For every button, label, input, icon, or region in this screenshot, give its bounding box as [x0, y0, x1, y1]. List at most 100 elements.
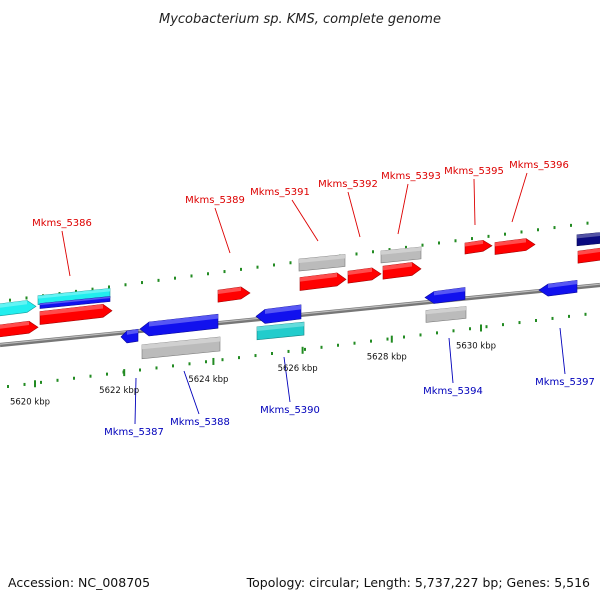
guide-dot [287, 349, 290, 353]
reverse-leader-line [283, 356, 291, 403]
gene-label-mkms-5392[interactable]: Mkms_5392 [318, 179, 378, 190]
gene-label-mkms-5389[interactable]: Mkms_5389 [185, 195, 245, 206]
gene-feature [0, 300, 37, 317]
forward-leader-line [61, 230, 71, 277]
gene-label-mkms-5395[interactable]: Mkms_5395 [444, 166, 504, 177]
scale-label: 5624 kbp [188, 375, 228, 385]
guide-dot [73, 376, 75, 380]
lower-guide-dots [7, 312, 587, 388]
gene-feature [256, 321, 305, 341]
gene-features [0, 232, 600, 360]
guide-dot [405, 245, 407, 249]
feature-highlight [38, 288, 110, 299]
guide-dot [518, 321, 521, 325]
guide-dot [108, 285, 110, 289]
guide-dot [56, 378, 59, 382]
feature-highlight [383, 262, 412, 271]
guide-dot [141, 281, 143, 285]
guide-dot [502, 323, 504, 327]
feature-highlight [257, 322, 304, 331]
guide-dot [353, 341, 356, 345]
guide-dot [238, 356, 240, 360]
guide-dot [254, 354, 257, 358]
feature-highlight [40, 304, 103, 316]
forward-leader-line [511, 172, 528, 223]
gene-feature [380, 246, 422, 264]
gene-feature [39, 296, 111, 309]
guide-dot [386, 337, 389, 341]
feature-highlight [0, 321, 29, 329]
forward-leader-line [397, 183, 409, 235]
guide-dot [157, 278, 160, 282]
scale-label: 5626 kbp [278, 364, 318, 374]
gene-feature [347, 267, 382, 284]
guide-dot [553, 226, 556, 230]
gene-label-mkms-5386[interactable]: Mkms_5386 [32, 218, 92, 229]
guide-dot [551, 316, 554, 320]
guide-dot [535, 319, 537, 322]
guide-dot [436, 331, 438, 335]
guide-dot [388, 248, 391, 252]
forward-leader-line [291, 199, 319, 242]
feature-highlight [126, 329, 138, 335]
guide-dot [403, 335, 405, 339]
gene-label-mkms-5394[interactable]: Mkms_5394 [423, 386, 483, 397]
gene-feature [299, 272, 347, 291]
guide-dot [289, 261, 292, 265]
feature-highlight [142, 337, 220, 350]
gene-feature [120, 328, 139, 344]
guide-dot [355, 252, 358, 256]
feature-highlight [265, 304, 301, 314]
guide-dot [421, 243, 424, 247]
guide-dot [452, 329, 455, 333]
scale-label: 5622 kbp [99, 386, 139, 396]
feature-highlight [434, 287, 465, 296]
genome-summary-text: Topology: circular; Length: 5,737,227 bp… [246, 575, 590, 590]
feature-highlight [548, 280, 577, 288]
feature-highlight [218, 287, 241, 295]
guide-dot [124, 283, 127, 287]
guide-dot [256, 265, 259, 269]
guide-dot [454, 239, 457, 243]
gene-feature [494, 238, 536, 255]
guide-dot [7, 385, 9, 388]
guide-dot [9, 298, 11, 302]
gene-feature [0, 320, 39, 338]
feature-highlight [149, 314, 218, 327]
gene-feature [298, 254, 346, 272]
guide-dot [106, 372, 108, 376]
guide-dot [372, 250, 374, 254]
guide-dot [320, 345, 323, 349]
guide-dot [205, 360, 207, 364]
guide-dot [174, 276, 176, 280]
guide-dot [471, 237, 473, 241]
gene-feature [464, 239, 493, 255]
guide-dot [188, 362, 191, 366]
feature-highlight [577, 232, 600, 239]
guide-dot [221, 358, 224, 362]
feature-highlight [426, 306, 466, 315]
guide-dot [485, 325, 488, 329]
gene-label-mkms-5390[interactable]: Mkms_5390 [260, 405, 320, 416]
reverse-leader-line [559, 327, 566, 375]
scale-label: 5620 kbp [10, 397, 50, 407]
guide-dot [91, 287, 94, 291]
gene-label-mkms-5396[interactable]: Mkms_5396 [509, 160, 569, 171]
guide-dot [504, 232, 506, 236]
guide-dot [23, 382, 26, 386]
guide-dot [190, 274, 193, 278]
scale-label: 5628 kbp [367, 353, 407, 363]
gene-label-mkms-5391[interactable]: Mkms_5391 [250, 187, 310, 198]
feature-highlight [578, 248, 600, 256]
guide-dot [568, 314, 570, 318]
reverse-leader-line [134, 377, 137, 425]
feature-highlight [40, 296, 110, 306]
gene-label-mkms-5387[interactable]: Mkms_5387 [104, 427, 164, 438]
guide-dot [438, 241, 440, 245]
gene-label-mkms-5388[interactable]: Mkms_5388 [170, 417, 230, 428]
feature-highlight [495, 238, 526, 247]
gene-label-mkms-5397[interactable]: Mkms_5397 [535, 377, 595, 388]
feature-highlight [465, 240, 483, 247]
gene-label-mkms-5393[interactable]: Mkms_5393 [381, 171, 441, 182]
